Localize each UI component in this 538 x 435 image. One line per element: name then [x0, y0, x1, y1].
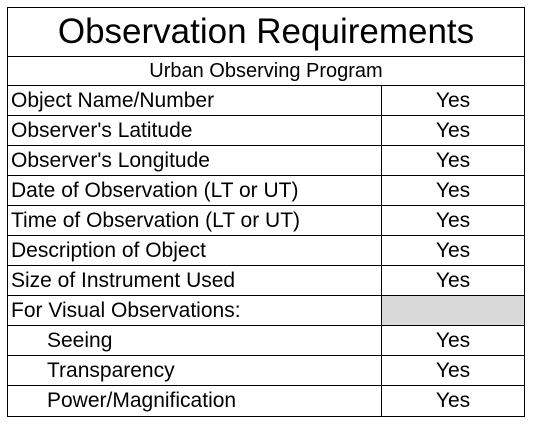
- table-subtitle: Urban Observing Program: [8, 57, 524, 86]
- requirement-label: Power/Magnification: [8, 386, 382, 416]
- requirement-label: Transparency: [8, 356, 382, 385]
- section-header-row: For Visual Observations:: [8, 296, 524, 326]
- shaded-cell: [382, 296, 524, 325]
- requirement-label: Date of Observation (LT or UT): [8, 176, 382, 205]
- requirement-value: Yes: [435, 209, 471, 232]
- requirement-label: Observer's Longitude: [8, 146, 382, 175]
- requirement-label: Observer's Latitude: [8, 116, 382, 145]
- table-row: Power/Magnification Yes: [8, 386, 524, 416]
- requirement-value: Yes: [435, 119, 471, 142]
- requirement-label: Size of Instrument Used: [8, 266, 382, 295]
- requirement-value: Yes: [435, 239, 471, 262]
- requirement-value: Yes: [435, 269, 471, 292]
- table-row: Date of Observation (LT or UT) Yes: [8, 176, 524, 206]
- table-row: Observer's Latitude Yes: [8, 116, 524, 146]
- requirement-value: Yes: [435, 179, 471, 202]
- requirement-label: Seeing: [8, 326, 382, 355]
- requirement-label: Description of Object: [8, 236, 382, 265]
- requirement-value: Yes: [435, 329, 471, 352]
- section-header-label: For Visual Observations:: [8, 296, 382, 325]
- table-row: Size of Instrument Used Yes: [8, 266, 524, 296]
- requirement-label: Time of Observation (LT or UT): [8, 206, 382, 235]
- requirement-value: Yes: [435, 89, 471, 112]
- requirement-value: Yes: [435, 149, 471, 172]
- table-row: Observer's Longitude Yes: [8, 146, 524, 176]
- table-row: Description of Object Yes: [8, 236, 524, 266]
- table-row: Transparency Yes: [8, 356, 524, 386]
- table-row: Seeing Yes: [8, 326, 524, 356]
- table-title: Observation Requirements: [8, 8, 524, 57]
- table-row: Object Name/Number Yes: [8, 86, 524, 116]
- table-row: Time of Observation (LT or UT) Yes: [8, 206, 524, 236]
- requirement-value: Yes: [435, 389, 471, 412]
- requirement-value: Yes: [435, 359, 471, 382]
- requirement-label: Object Name/Number: [8, 86, 382, 115]
- requirements-table: Observation Requirements Urban Observing…: [7, 7, 525, 417]
